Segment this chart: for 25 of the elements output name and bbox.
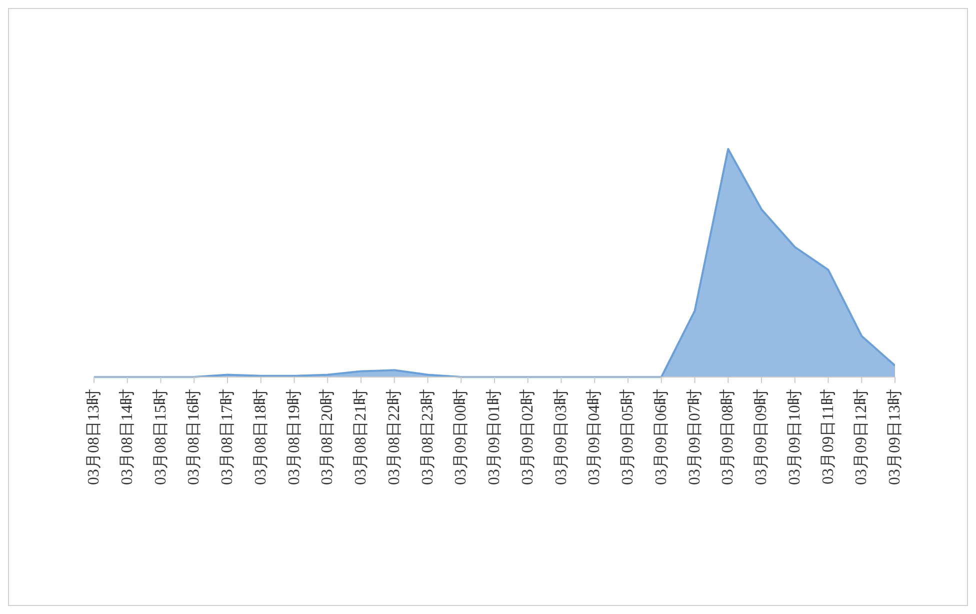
x-tick-label: 03月09日09时 <box>752 389 770 485</box>
x-tick-label: 03月09日04时 <box>585 389 604 485</box>
x-tick-label: 03月09日10时 <box>785 389 804 485</box>
x-tick-label: 03月08日17时 <box>218 389 236 485</box>
x-tick-label: 03月08日18时 <box>251 389 270 485</box>
x-tick-label: 03月08日15时 <box>151 389 170 485</box>
x-tick-label: 03月08日13时 <box>84 389 102 485</box>
x-tick-label: 03月08日22时 <box>384 389 403 485</box>
x-tick-label: 03月09日00时 <box>452 389 470 485</box>
x-tick-label: 03月08日19时 <box>284 389 303 485</box>
x-tick-label: 03月09日12时 <box>852 389 870 485</box>
x-tick-label: 03月09日08时 <box>718 389 737 485</box>
x-tick-label: 03月08日16时 <box>184 389 203 485</box>
x-tick-label: 03月09日03时 <box>552 389 570 485</box>
x-tick-label: 03月09日02时 <box>518 389 536 485</box>
x-tick-label: 03月09日01时 <box>485 389 503 485</box>
x-tick-label: 03月08日20时 <box>318 389 336 485</box>
x-tick-label: 03月09日06时 <box>652 389 670 485</box>
x-tick-label: 03月09日05时 <box>618 389 636 485</box>
x-tick-label: 03月08日21时 <box>352 389 370 485</box>
x-tick-label: 03月08日14时 <box>118 389 136 485</box>
x-tick-label: 03月08日23时 <box>418 389 436 485</box>
x-tick-label: 03月09日13时 <box>886 389 904 485</box>
x-tick-label: 03月09日07时 <box>685 389 704 485</box>
x-tick-label: 03月09日11时 <box>818 389 837 484</box>
